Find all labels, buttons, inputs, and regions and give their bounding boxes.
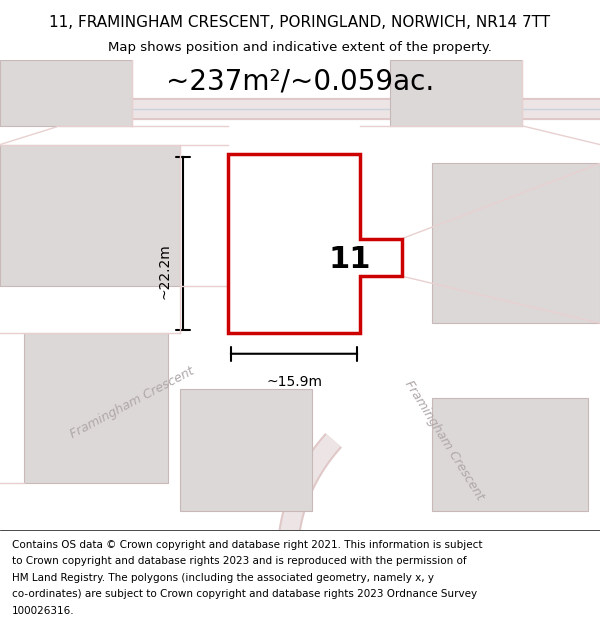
- Text: ~15.9m: ~15.9m: [266, 375, 322, 389]
- Polygon shape: [228, 154, 402, 332]
- Text: HM Land Registry. The polygons (including the associated geometry, namely x, y: HM Land Registry. The polygons (includin…: [12, 572, 434, 582]
- Polygon shape: [432, 398, 588, 511]
- Text: Framingham Crescent: Framingham Crescent: [68, 365, 196, 441]
- Text: 11: 11: [328, 245, 371, 274]
- Polygon shape: [24, 332, 168, 483]
- Text: Contains OS data © Crown copyright and database right 2021. This information is : Contains OS data © Crown copyright and d…: [12, 539, 482, 549]
- Text: ~22.2m: ~22.2m: [158, 243, 172, 299]
- Polygon shape: [0, 60, 132, 126]
- Polygon shape: [432, 163, 600, 323]
- Polygon shape: [390, 60, 522, 126]
- Text: 11, FRAMINGHAM CRESCENT, PORINGLAND, NORWICH, NR14 7TT: 11, FRAMINGHAM CRESCENT, PORINGLAND, NOR…: [49, 15, 551, 30]
- Polygon shape: [180, 389, 312, 511]
- Text: co-ordinates) are subject to Crown copyright and database rights 2023 Ordnance S: co-ordinates) are subject to Crown copyr…: [12, 589, 477, 599]
- Text: Framingham Crescent: Framingham Crescent: [402, 379, 486, 503]
- Text: ~237m²/~0.059ac.: ~237m²/~0.059ac.: [166, 67, 434, 95]
- Text: to Crown copyright and database rights 2023 and is reproduced with the permissio: to Crown copyright and database rights 2…: [12, 556, 467, 566]
- Polygon shape: [0, 144, 180, 286]
- Text: 100026316.: 100026316.: [12, 606, 74, 616]
- Text: Map shows position and indicative extent of the property.: Map shows position and indicative extent…: [108, 41, 492, 54]
